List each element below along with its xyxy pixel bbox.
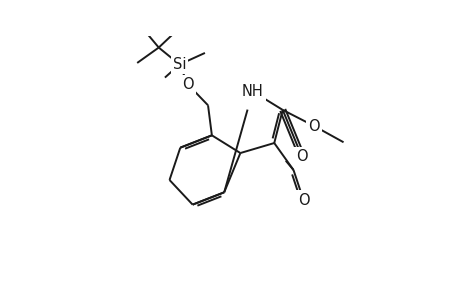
Text: O: O xyxy=(296,149,307,164)
Text: O: O xyxy=(308,118,319,134)
Text: O: O xyxy=(182,77,193,92)
Text: O: O xyxy=(297,193,308,208)
Text: NH: NH xyxy=(241,84,263,99)
Text: Si: Si xyxy=(173,57,186,72)
